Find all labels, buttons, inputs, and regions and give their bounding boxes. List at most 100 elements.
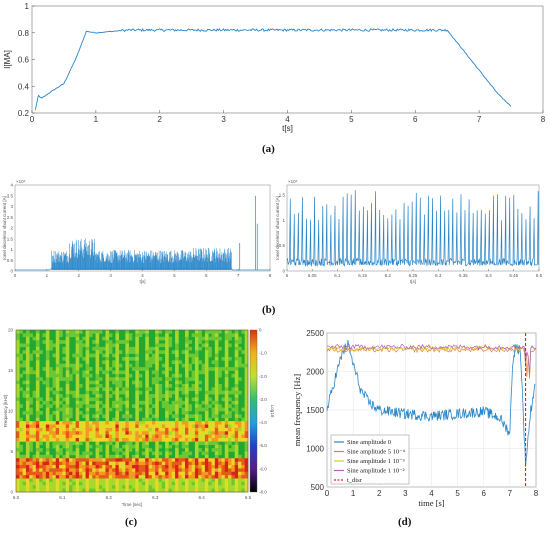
heatmap-cell [125, 434, 129, 439]
heatmap-cell [224, 458, 229, 462]
heatmap-cell [165, 471, 169, 476]
heatmap-cell [244, 438, 249, 442]
heatmap-cell [125, 380, 129, 385]
heatmap-cell [224, 380, 229, 385]
heatmap-cell [158, 431, 163, 435]
heatmap-cell [102, 471, 106, 476]
heatmap-cell [175, 350, 179, 354]
heatmap-cell [181, 471, 186, 476]
heatmap-cell [39, 475, 43, 479]
heatmap-cell [148, 387, 153, 392]
heatmap-cell [22, 343, 27, 348]
heatmap-cell [158, 461, 163, 466]
heatmap-cell [102, 346, 106, 351]
heatmap-cell [62, 346, 67, 351]
heatmap-cell [95, 333, 100, 338]
heatmap-cell [49, 475, 53, 479]
heatmap-cell [198, 468, 202, 473]
heatmap-cell [29, 353, 33, 358]
heatmap-cell [95, 390, 100, 395]
heatmap-cell [148, 350, 153, 354]
heatmap-cell [228, 343, 232, 348]
heatmap-cell [59, 377, 63, 381]
heatmap-cell [25, 397, 30, 402]
heatmap-cell [75, 360, 80, 365]
heatmap-cell [115, 441, 120, 446]
x-tick-label: 6 [482, 489, 487, 498]
heatmap-cell [49, 478, 53, 483]
heatmap-cell [175, 367, 179, 371]
heatmap-cell [194, 390, 199, 395]
heatmap-cell [194, 471, 199, 476]
heatmap-cell [75, 488, 80, 493]
heatmap-cell [132, 380, 136, 385]
heatmap-cell [95, 336, 100, 341]
y-tick-label: 1000 [306, 445, 324, 454]
heatmap-cell [115, 471, 120, 476]
heatmap-cell [181, 407, 186, 412]
heatmap-cell [165, 458, 169, 462]
heatmap-cell [52, 434, 57, 439]
heatmap-cell [208, 417, 212, 422]
heatmap-cell [198, 404, 202, 408]
heatmap-cell [138, 431, 143, 435]
heatmap-cell [211, 390, 216, 395]
heatmap-cell [35, 370, 40, 375]
heatmap-cell [65, 448, 70, 452]
heatmap-cell [55, 461, 60, 466]
heatmap-cell [208, 441, 212, 446]
heatmap-cell [25, 451, 30, 456]
heatmap-cell [95, 384, 100, 388]
heatmap-cell [214, 478, 219, 483]
heatmap-cell [55, 478, 60, 483]
heatmap-cell [78, 346, 83, 351]
heatmap-cell [138, 333, 143, 338]
heatmap-cell [168, 424, 173, 429]
heatmap-cell [102, 414, 106, 419]
heatmap-cell [65, 373, 70, 378]
heatmap-cell [65, 434, 70, 439]
heatmap-cell [35, 357, 40, 361]
heatmap-cell [19, 434, 23, 439]
heatmap-cell [88, 478, 93, 483]
heatmap-cell [185, 421, 189, 425]
heatmap-cell [234, 346, 239, 351]
heatmap-cell [65, 336, 70, 341]
heatmap-cell [95, 400, 100, 405]
heatmap-cell [148, 458, 153, 462]
heatmap-cell [244, 357, 249, 361]
heatmap-cell [125, 485, 129, 489]
heatmap-cell [185, 330, 189, 334]
heatmap-cell [112, 485, 116, 489]
heatmap-cell [65, 417, 70, 422]
heatmap-cell [25, 357, 30, 361]
heatmap-cell [238, 434, 242, 439]
heatmap-cell [194, 384, 199, 388]
heatmap-cell [185, 387, 189, 392]
heatmap-cell [55, 458, 60, 462]
heatmap-cell [201, 431, 206, 435]
heatmap-cell [115, 387, 120, 392]
heatmap-cell [22, 350, 27, 354]
heatmap-cell [62, 485, 67, 489]
heatmap-cell [201, 434, 206, 439]
heatmap-cell [59, 475, 63, 479]
heatmap-cell [85, 397, 90, 402]
heatmap-cell [98, 471, 103, 476]
heatmap-cell [204, 340, 209, 344]
heatmap-cell [98, 438, 103, 442]
heatmap-cell [155, 427, 159, 432]
heatmap-cell [82, 488, 86, 493]
heatmap-cell [141, 475, 146, 479]
heatmap-cell [171, 427, 176, 432]
heatmap-cell [238, 377, 242, 381]
heatmap-cell [88, 485, 93, 489]
heatmap-cell [62, 340, 67, 344]
heatmap-cell [214, 330, 219, 334]
heatmap-cell [178, 438, 183, 442]
heatmap-cell [95, 488, 100, 493]
heatmap-cell [244, 424, 249, 429]
heatmap-cell [85, 427, 90, 432]
chart-b2: 6 6.05 6.1 6.15 6.2 6.25 6.3 6.35 6.4 6.45 6.500.5… [275, 179, 543, 284]
heatmap-cell [95, 407, 100, 412]
